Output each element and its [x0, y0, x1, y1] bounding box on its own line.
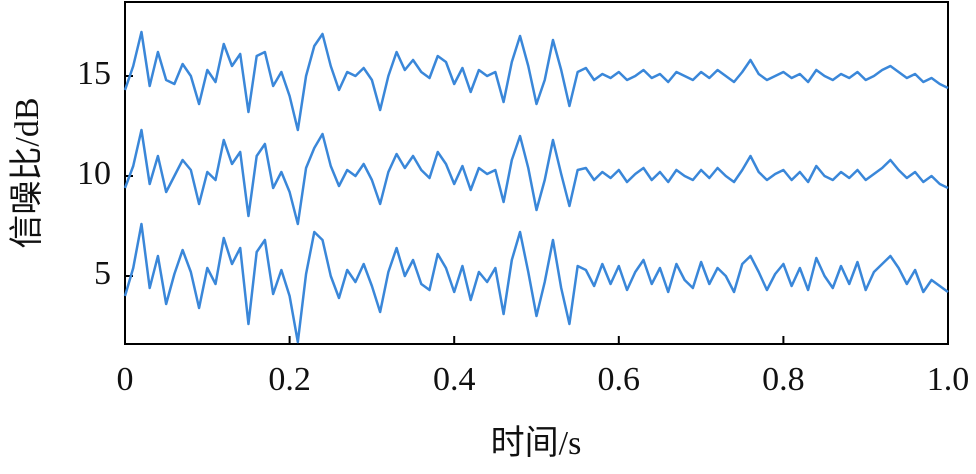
x-tick-label: 0	[117, 361, 134, 398]
y-tick-label: 5	[94, 255, 111, 292]
plot-frame	[124, 1, 949, 345]
x-tick-label: 0.2	[268, 361, 311, 398]
y-tick-label: 10	[77, 155, 111, 192]
series-line	[123, 30, 949, 132]
y-tick-label: 15	[77, 55, 111, 92]
y-axis-label: 信噪比/dB	[8, 97, 46, 248]
x-tick-label: 0.8	[762, 361, 805, 398]
x-axis-label: 时间/s	[491, 425, 582, 462]
series-line	[123, 222, 949, 344]
series-line	[123, 128, 949, 226]
x-tick-label: 0.6	[598, 361, 641, 398]
x-tick-label: 0.4	[433, 361, 476, 398]
x-tick-label: 1.0	[927, 361, 970, 398]
